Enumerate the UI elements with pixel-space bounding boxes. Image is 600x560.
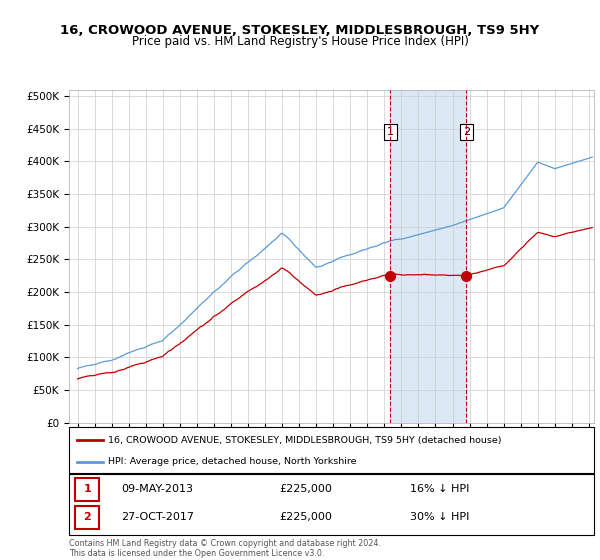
Text: £225,000: £225,000 [279, 484, 332, 494]
Text: HPI: Average price, detached house, North Yorkshire: HPI: Average price, detached house, Nort… [109, 457, 357, 466]
Text: Price paid vs. HM Land Registry's House Price Index (HPI): Price paid vs. HM Land Registry's House … [131, 35, 469, 48]
Text: 2: 2 [463, 127, 470, 137]
Bar [76, 478, 99, 501]
Text: 30% ↓ HPI: 30% ↓ HPI [410, 512, 470, 522]
Text: 16, CROWOOD AVENUE, STOKESLEY, MIDDLESBROUGH, TS9 5HY (detached house): 16, CROWOOD AVENUE, STOKESLEY, MIDDLESBR… [109, 436, 502, 445]
Bar [76, 506, 99, 529]
Text: £225,000: £225,000 [279, 512, 332, 522]
Bar [391, 90, 466, 423]
Text: 1: 1 [83, 484, 91, 494]
Text: 09-MAY-2013: 09-MAY-2013 [121, 484, 193, 494]
Text: 16, CROWOOD AVENUE, STOKESLEY, MIDDLESBROUGH, TS9 5HY: 16, CROWOOD AVENUE, STOKESLEY, MIDDLESBR… [61, 24, 539, 36]
Text: 2: 2 [83, 512, 91, 522]
Text: 16% ↓ HPI: 16% ↓ HPI [410, 484, 470, 494]
Text: 27-OCT-2017: 27-OCT-2017 [121, 512, 194, 522]
Text: Contains HM Land Registry data © Crown copyright and database right 2024.
This d: Contains HM Land Registry data © Crown c… [69, 539, 381, 558]
Text: 1: 1 [387, 127, 394, 137]
